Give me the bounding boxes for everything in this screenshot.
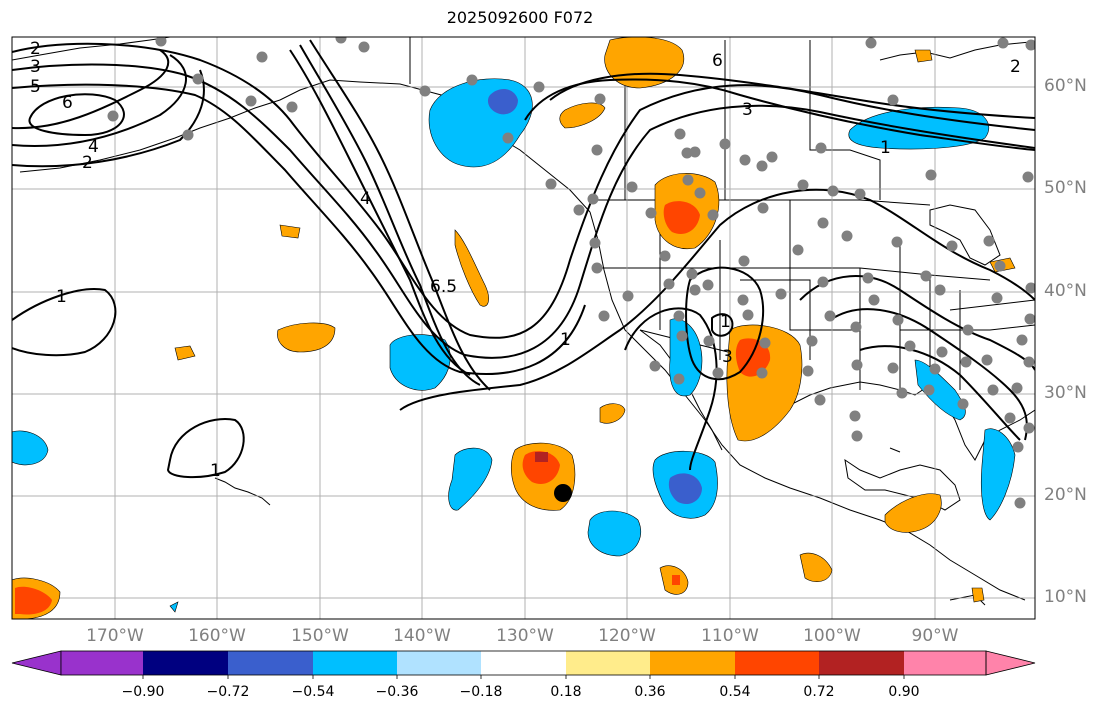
chart-title: 2025092600 F072	[446, 8, 594, 27]
colorbar-tick-label: −0.54	[291, 684, 335, 700]
colorbar-swatch	[904, 651, 986, 675]
map-frame	[11, 36, 1036, 620]
contour-label: 2	[1010, 57, 1021, 77]
colorbar-tick-label: −0.36	[375, 684, 419, 700]
height-contours	[12, 39, 1035, 479]
colorbar	[11, 650, 1036, 679]
contour-label: 4	[360, 189, 371, 209]
contour-label: 3	[742, 100, 753, 120]
contour-label: 1	[560, 330, 571, 350]
longitude-label: 160°W	[188, 626, 246, 646]
colorbar-tick-label: −0.90	[121, 684, 165, 700]
colorbar-swatch	[61, 651, 143, 675]
latitude-label: 40°N	[1044, 281, 1087, 301]
colorbar-tick-label: 0.36	[634, 684, 666, 700]
contour-label: 2	[82, 153, 93, 173]
contour-label: 6	[62, 93, 73, 113]
contour-labels: 2 3 5 6 4 2 4 6.5 1 1 3 1 1 6 3 2 1	[30, 39, 1021, 481]
colorbar-swatch	[397, 651, 481, 675]
colorbar-swatch	[735, 651, 819, 675]
latitude-label: 30°N	[1044, 383, 1087, 403]
longitude-label: 130°W	[496, 626, 554, 646]
contour-label: 5	[30, 77, 41, 97]
contour-label: 1	[210, 461, 221, 481]
contour-label: 1	[56, 287, 67, 307]
contour-label: 3	[30, 57, 41, 77]
colorbar-swatch	[566, 651, 650, 675]
contour-label: 1	[720, 312, 731, 332]
longitude-label: 140°W	[393, 626, 451, 646]
colorbar-tick-label: −0.72	[206, 684, 250, 700]
contour-label: 6.5	[430, 277, 457, 297]
colorbar-swatch	[481, 651, 566, 675]
longitude-label: 120°W	[598, 626, 656, 646]
longitude-label: 170°W	[86, 626, 144, 646]
colorbar-swatch	[819, 651, 904, 675]
colorbar-swatch	[313, 651, 397, 675]
colorbar-swatch	[650, 651, 735, 675]
station-dots	[107, 37, 1035, 509]
longitude-label: 110°W	[701, 626, 759, 646]
latitude-label: 20°N	[1044, 485, 1087, 505]
contour-label: 6	[712, 51, 723, 71]
colorbar-extend-min	[11, 650, 62, 676]
colorbar-swatch	[228, 651, 313, 675]
colorbar-tick-label: 0.54	[719, 684, 751, 700]
longitude-label: 150°W	[291, 626, 349, 646]
latitude-label: 60°N	[1044, 76, 1087, 96]
latitude-label: 50°N	[1044, 178, 1087, 198]
contour-label: 4	[88, 137, 99, 157]
longitude-label: 90°W	[911, 626, 959, 646]
latitude-label: 10°N	[1044, 587, 1087, 607]
contour-label: 2	[30, 39, 41, 59]
contour-label: 3	[722, 347, 733, 367]
storm-center-marker	[554, 484, 572, 502]
colorbar-tick-label: 0.18	[550, 684, 582, 700]
longitude-label: 100°W	[803, 626, 861, 646]
colorbar-tick-label: 0.90	[888, 684, 920, 700]
colorbar-extend-max	[985, 650, 1036, 676]
colorbar-swatch	[143, 651, 228, 675]
colorbar-tick-label: 0.72	[803, 684, 835, 700]
anomaly-shading	[12, 37, 1016, 619]
colorbar-tick-label: −0.18	[459, 684, 503, 700]
contour-label: 1	[880, 138, 891, 158]
